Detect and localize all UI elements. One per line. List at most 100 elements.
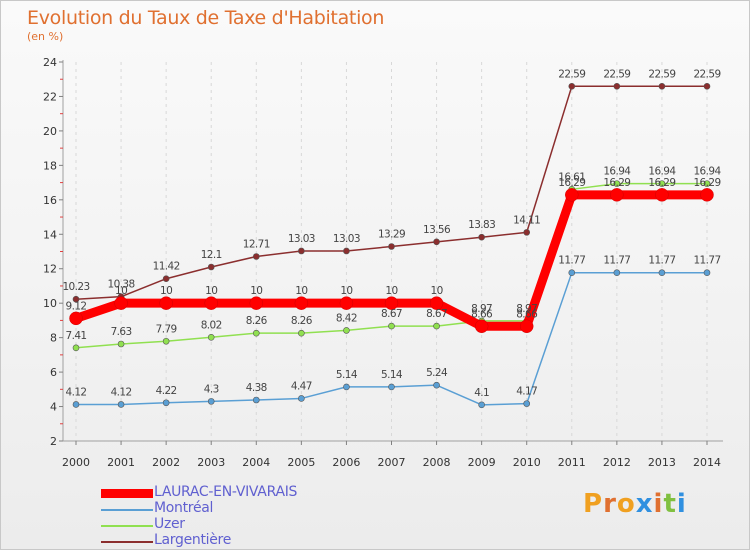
x-tick-label: 2004 [242, 456, 270, 469]
x-tick-label: 2006 [332, 456, 360, 469]
data-point [610, 188, 624, 202]
x-tick-label: 2009 [468, 456, 496, 469]
data-label: 10 [340, 285, 352, 297]
y-tick-label: 24 [43, 56, 57, 69]
data-label: 8.42 [336, 312, 357, 324]
legend-swatch [101, 509, 153, 511]
data-label: 22.59 [558, 68, 585, 80]
data-point [298, 395, 305, 402]
data-point [252, 329, 260, 337]
data-label: 16.29 [693, 177, 720, 189]
y-tick-label: 4 [50, 401, 57, 414]
data-point [703, 82, 711, 90]
data-label: 4.22 [156, 385, 177, 397]
legend-label: LAURAC-EN-VIVARAIS [154, 484, 298, 500]
data-label: 12.1 [201, 249, 222, 261]
data-label: 22.59 [648, 68, 675, 80]
data-point [207, 333, 215, 341]
data-label: 7.79 [156, 323, 177, 335]
data-point [519, 319, 534, 334]
data-point [658, 269, 666, 276]
data-point [298, 247, 305, 255]
data-label: 16.94 [693, 166, 721, 178]
data-label: 5.14 [336, 369, 358, 381]
data-point [249, 296, 264, 310]
chart-title: Evolution du Taux de Taxe d'Habitation [27, 7, 385, 29]
x-tick-label: 2012 [603, 456, 631, 469]
data-point [159, 296, 173, 310]
data-point [433, 238, 440, 246]
data-label: 13.29 [378, 229, 405, 241]
data-label: 4.12 [111, 386, 132, 398]
data-label: 8.02 [201, 319, 222, 331]
x-tick-label: 2000 [62, 456, 90, 469]
data-point [703, 180, 711, 187]
data-label: 13.56 [423, 224, 451, 236]
data-label: 5.24 [426, 367, 448, 379]
x-tick-label: 2002 [152, 456, 180, 469]
data-label: 16.29 [648, 177, 675, 189]
x-tick-label: 2008 [423, 456, 451, 469]
data-point [613, 269, 621, 276]
series [69, 82, 714, 409]
data-point [339, 296, 354, 310]
logo-letter: i [653, 489, 664, 519]
data-label: 4.38 [246, 382, 267, 394]
data-point [429, 296, 444, 310]
data-point [72, 295, 80, 303]
x-tick-label: 2010 [513, 456, 541, 469]
data-point [433, 322, 440, 330]
data-label: 10 [250, 285, 262, 297]
x-tick-label: 2005 [287, 456, 315, 469]
data-point [474, 319, 489, 334]
data-point [478, 401, 485, 409]
data-point [69, 311, 83, 326]
data-label: 16.29 [558, 177, 585, 189]
chart-subtitle: (en %) [27, 30, 64, 43]
data-label: 16.61 [558, 171, 585, 183]
y-tick-label: 10 [43, 297, 57, 310]
data-point [388, 383, 395, 391]
data-label: 4.12 [66, 386, 87, 398]
data-point [613, 82, 621, 90]
legend-label: Largentière [154, 532, 232, 548]
data-point [162, 275, 170, 283]
data-label: 10.23 [62, 281, 89, 293]
data-label: 4.3 [204, 383, 219, 395]
data-point [294, 296, 309, 310]
data-label: 13.03 [333, 233, 360, 245]
y-tick-label: 6 [50, 366, 57, 379]
y-tick-label: 18 [43, 159, 57, 172]
logo-letter: x [635, 489, 654, 519]
data-point [162, 399, 170, 407]
data-label: 4.17 [516, 386, 537, 398]
legend-swatch [101, 525, 153, 527]
data-point [72, 401, 80, 408]
data-point [523, 400, 531, 407]
data-point [478, 233, 485, 241]
data-label: 13.83 [468, 219, 495, 231]
data-label: 22.59 [603, 68, 630, 80]
legend-swatch [101, 541, 153, 543]
x-tick-label: 2001 [107, 456, 135, 469]
y-tick-label: 22 [43, 90, 57, 103]
legend-label: Uzer [154, 516, 185, 532]
data-point [568, 269, 576, 276]
y-tick-label: 16 [43, 194, 57, 207]
data-label: 8.97 [516, 303, 537, 315]
data-point [565, 188, 579, 202]
data-label: 11.42 [153, 261, 180, 273]
data-point [343, 247, 350, 255]
logo-letter: o [616, 489, 636, 519]
logo-letter: i [676, 489, 687, 519]
data-point [613, 180, 621, 187]
data-point [658, 82, 666, 90]
data-point [117, 340, 125, 348]
data-labels: 10.23 10.38 11.42 12.1 12.71 13.03 13.03 13.29 1… [62, 68, 722, 399]
data-point [523, 229, 531, 236]
data-point [204, 296, 218, 310]
data-point [114, 296, 128, 310]
data-label: 5.14 [381, 369, 403, 381]
